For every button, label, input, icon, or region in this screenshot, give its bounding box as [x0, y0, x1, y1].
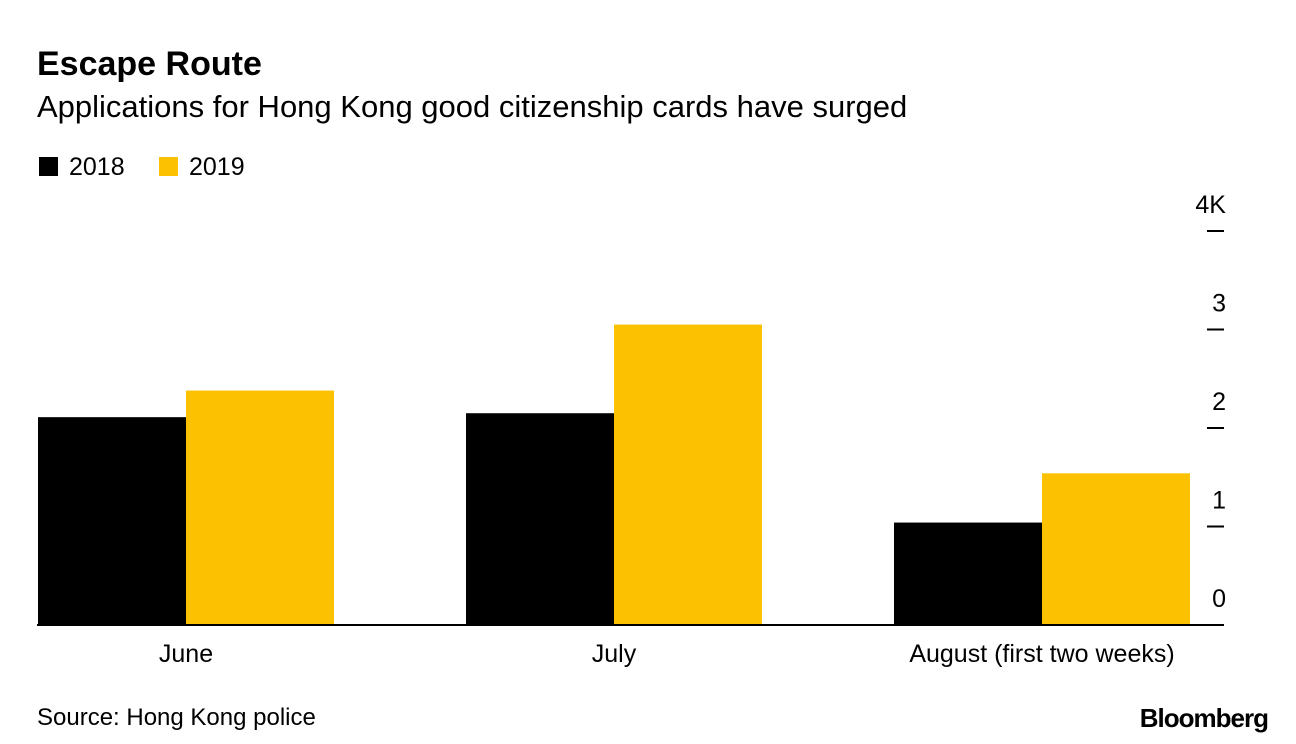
- bar: [894, 522, 1042, 625]
- x-tick-label: August (first two weeks): [909, 640, 1174, 668]
- y-tick-label: 3: [1212, 290, 1226, 318]
- bar: [1042, 473, 1190, 625]
- legend-swatch: [159, 157, 178, 176]
- chart-subtitle: Applications for Hong Kong good citizens…: [37, 89, 907, 124]
- chart-title: Escape Route: [37, 45, 262, 83]
- x-tick-label: July: [592, 640, 637, 668]
- bar: [38, 417, 186, 625]
- y-tick-label: 4K: [1195, 191, 1226, 219]
- source: Source: Hong Kong police: [37, 704, 316, 731]
- bar: [466, 413, 614, 625]
- y-tick-label: 1: [1212, 487, 1226, 515]
- y-tick-label: 2: [1212, 388, 1226, 416]
- bar: [186, 390, 334, 625]
- legend-swatch: [39, 157, 58, 176]
- bar: [614, 324, 762, 625]
- legend: 2018 2019: [39, 153, 245, 181]
- legend-label: 2018: [69, 153, 125, 181]
- legend-label: 2019: [189, 153, 245, 181]
- x-tick-label: June: [159, 640, 213, 668]
- brand: Bloomberg: [1140, 703, 1268, 733]
- y-tick-label: 0: [1212, 585, 1226, 613]
